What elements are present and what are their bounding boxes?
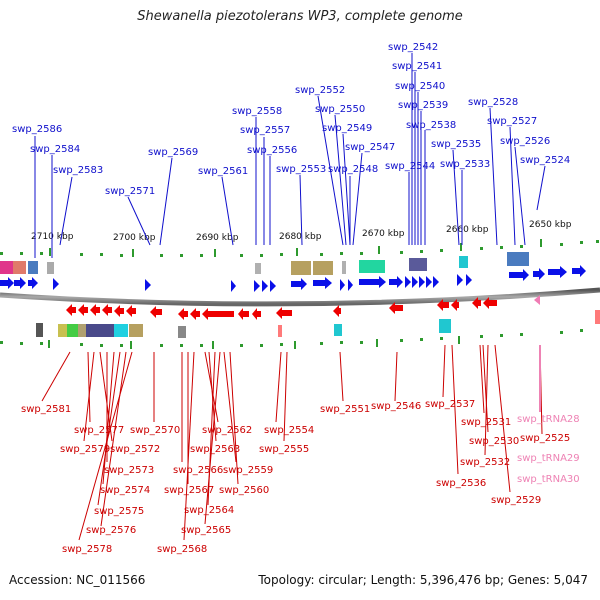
genome-title: Shewanella piezotolerans WP3, complete g…: [137, 9, 463, 24]
gene-label: swp_2572: [110, 444, 160, 455]
gene-label: swp_2530: [469, 436, 519, 447]
gene-label: swp_2553: [276, 164, 326, 175]
gene-label: swp_2549: [322, 123, 372, 134]
trna-arrow: [534, 295, 540, 305]
gene-label: swp_2579: [60, 444, 110, 455]
gene-label: swp_2539: [398, 100, 448, 111]
gene-label: swp_2583: [53, 165, 103, 176]
outer-ruler: [0, 239, 599, 257]
gene-label: swp_2536: [436, 478, 486, 489]
gene-label: swp_2566: [173, 465, 223, 476]
gene-label: swp_2550: [315, 104, 365, 115]
gene-label: swp_2578: [62, 544, 112, 555]
gene-label: swp_2556: [247, 145, 297, 156]
trna-label: swp_tRNA30: [517, 474, 580, 485]
gene-label: swp_2574: [100, 485, 150, 496]
gene-label: swp_2528: [468, 97, 518, 108]
bottom-gene-labels: swp_2581 swp_2577 swp_2579 swp_2572 swp_…: [21, 399, 570, 555]
gene-label: swp_2542: [388, 42, 438, 53]
gene-label: swp_2532: [460, 457, 510, 468]
gene-label: swp_2535: [431, 139, 481, 150]
trna-labels: swp_tRNA28 swp_tRNA29 swp_tRNA30: [517, 414, 580, 485]
inner-ruler: [0, 329, 583, 349]
gene-label: swp_2564: [184, 505, 234, 516]
gene-label: swp_2544: [385, 161, 435, 172]
gene-label: swp_2554: [264, 425, 314, 436]
leader-lines-top: [34, 53, 546, 258]
tick-label: 2690 kbp: [196, 233, 239, 243]
gene-label: swp_2537: [425, 399, 475, 410]
gene-label: swp_2524: [520, 155, 570, 166]
gene-label: swp_2538: [406, 120, 456, 131]
gene-label: swp_2586: [12, 124, 62, 135]
gene-label: swp_2573: [104, 465, 154, 476]
gene-label: swp_2531: [461, 417, 511, 428]
genome-backbone: [0, 287, 600, 307]
gene-label: swp_2540: [395, 81, 445, 92]
gene-label: swp_2541: [392, 61, 442, 72]
gene-label: swp_2546: [371, 401, 421, 412]
gene-label: swp_2548: [328, 164, 378, 175]
gene-label: swp_2525: [520, 433, 570, 444]
gene-label: swp_2571: [105, 186, 155, 197]
gene-label: swp_2560: [219, 485, 269, 496]
gene-label: swp_2561: [198, 166, 248, 177]
gene-label: swp_2577: [74, 425, 124, 436]
tick-label: 2670 kbp: [362, 229, 405, 239]
feature-blocks-top: [0, 252, 529, 275]
gene-label: swp_2565: [181, 525, 231, 536]
gene-label: swp_2527: [487, 116, 537, 127]
gene-label: swp_2547: [345, 142, 395, 153]
forward-genes: [0, 265, 586, 292]
gene-label: swp_2576: [86, 525, 136, 536]
gene-label: swp_2533: [440, 159, 490, 170]
gene-label: swp_2555: [259, 444, 309, 455]
tick-label: 2680 kbp: [279, 232, 322, 242]
trna-label: swp_tRNA29: [517, 453, 580, 464]
gene-label: swp_2529: [491, 495, 541, 506]
gene-label: swp_2551: [320, 404, 370, 415]
tick-label: 2700 kbp: [113, 233, 156, 243]
gene-label: swp_2558: [232, 106, 282, 117]
trna-label: swp_tRNA28: [517, 414, 580, 425]
gene-label: swp_2552: [295, 85, 345, 96]
gene-label: swp_2575: [94, 506, 144, 517]
topology-summary: Topology: circular; Length: 5,396,476 bp…: [258, 573, 588, 587]
gene-label: swp_2562: [202, 425, 252, 436]
gene-label: swp_2568: [157, 544, 207, 555]
gene-label: swp_2557: [240, 125, 290, 136]
gene-label: swp_2570: [130, 425, 180, 436]
accession-label: Accession: NC_011566: [9, 573, 146, 587]
gene-label: swp_2526: [500, 136, 550, 147]
gene-label: swp_2569: [148, 147, 198, 158]
feature-blocks-bottom: [36, 310, 600, 338]
reverse-genes: [66, 297, 497, 320]
gene-label: swp_2559: [223, 465, 273, 476]
top-gene-labels: swp_2586 swp_2584 swp_2583 swp_2571 swp_…: [12, 42, 570, 197]
gene-label: swp_2581: [21, 404, 71, 415]
tick-label: 2660 kbp: [446, 225, 489, 235]
gene-label: swp_2584: [30, 144, 80, 155]
gene-label: swp_2567: [164, 485, 214, 496]
gene-label: swp_2563: [190, 444, 240, 455]
tick-label: 2650 kbp: [529, 220, 572, 230]
